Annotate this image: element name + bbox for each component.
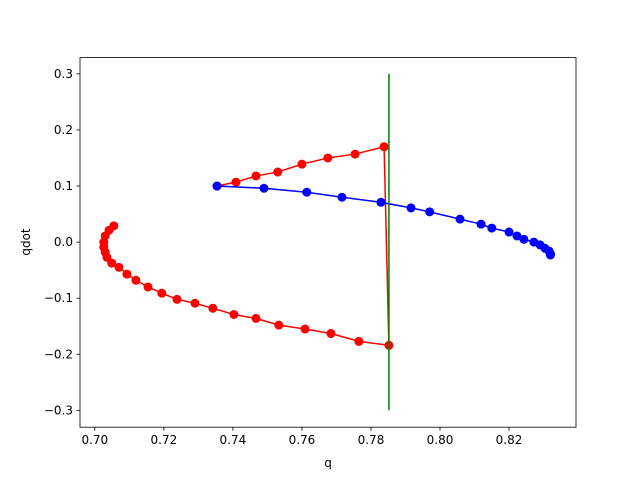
x-tick-label: 0.70: [81, 433, 108, 447]
y-tick-label: 0.2: [54, 123, 73, 137]
point: [504, 227, 514, 237]
x-tick-label: 0.74: [220, 433, 247, 447]
point: [259, 183, 269, 193]
point: [350, 149, 360, 159]
point: [107, 258, 117, 268]
y-tick-label: 0.3: [54, 67, 73, 81]
point: [212, 181, 222, 191]
x-axis-label: q: [324, 456, 332, 470]
point: [476, 219, 486, 229]
point: [379, 142, 389, 152]
point: [114, 262, 124, 272]
point: [229, 309, 239, 319]
point: [208, 303, 218, 313]
point: [273, 167, 283, 177]
point: [297, 159, 307, 169]
point: [545, 250, 555, 260]
point: [326, 329, 336, 339]
point: [337, 192, 347, 202]
y-tick-label: −0.1: [44, 291, 73, 305]
point: [157, 288, 167, 298]
point: [406, 203, 416, 213]
point: [251, 313, 261, 323]
point: [519, 234, 529, 244]
point: [455, 214, 465, 224]
point: [172, 294, 182, 304]
point: [231, 177, 241, 187]
x-tick-label: 0.76: [289, 433, 316, 447]
x-tick-label: 0.80: [427, 433, 454, 447]
y-tick-label: 0.0: [54, 235, 73, 249]
y-tick-label: 0.1: [54, 179, 73, 193]
y-tick-label: −0.3: [44, 403, 73, 417]
x-tick-label: 0.82: [496, 433, 523, 447]
point: [300, 324, 310, 334]
y-axis-label: qdot: [19, 228, 33, 256]
point: [376, 197, 386, 207]
point: [122, 269, 132, 279]
x-tick-label: 0.72: [151, 433, 178, 447]
point: [302, 187, 312, 197]
point: [131, 275, 141, 285]
point: [512, 231, 522, 241]
point: [274, 320, 284, 330]
point: [354, 336, 364, 346]
point: [251, 171, 261, 181]
x-tick-label: 0.78: [358, 433, 385, 447]
y-tick-label: −0.2: [44, 347, 73, 361]
point: [425, 207, 435, 217]
point: [143, 282, 153, 292]
point: [323, 153, 333, 163]
point: [190, 298, 200, 308]
point: [487, 223, 497, 233]
